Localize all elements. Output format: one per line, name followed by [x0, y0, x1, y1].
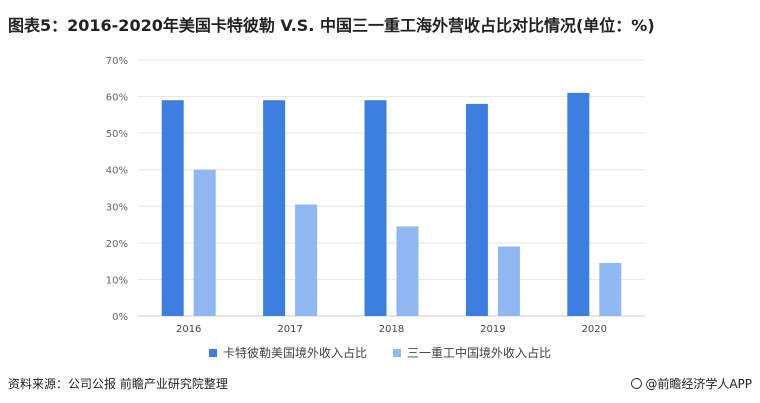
bar-series2-2016 — [193, 169, 216, 316]
legend: 卡特彼勒美国境外收入占比 三一重工中国境外收入占比 — [0, 344, 760, 361]
legend-swatch-series1 — [208, 348, 217, 357]
brand-text: @前瞻经济学人APP — [645, 377, 752, 391]
source-note: 资料来源：公司公报 前瞻产业研究院整理 — [8, 377, 228, 391]
bar-series2-2020 — [599, 262, 622, 316]
x-tick-label: 2016 — [176, 324, 201, 335]
y-tick-label: 60% — [106, 93, 128, 104]
y-tick-label: 40% — [106, 166, 128, 177]
y-tick-label: 70% — [106, 56, 128, 67]
bar-series1-2020 — [567, 92, 590, 317]
x-tick-label: 2019 — [480, 324, 505, 335]
bar-series1-2016 — [161, 100, 184, 316]
x-tick-label: 2020 — [582, 324, 607, 335]
legend-label-series1: 卡特彼勒美国境外收入占比 — [222, 346, 367, 360]
brand: @前瞻经济学人APP — [631, 375, 752, 392]
y-tick-label: 0% — [112, 312, 128, 323]
bar-series1-2018 — [364, 100, 387, 316]
brand-logo-icon — [631, 378, 643, 389]
bar-series2-2018 — [396, 226, 419, 316]
x-tick-label: 2017 — [277, 324, 302, 335]
bar-series2-2017 — [295, 204, 318, 316]
y-tick-label: 10% — [106, 275, 128, 286]
bar-series2-2019 — [497, 246, 520, 316]
y-tick-label: 30% — [106, 202, 128, 213]
legend-swatch-series2 — [393, 348, 401, 357]
y-tick-label: 20% — [106, 239, 128, 250]
legend-label-series2: 三一重工中国境外收入占比 — [407, 346, 552, 360]
y-tick-label: 50% — [106, 129, 128, 140]
legend-item-series2: 三一重工中国境外收入占比 — [393, 344, 551, 361]
chart-title: 图表5：2016-2020年美国卡特彼勒 V.S. 中国三一重工海外营收占比对比… — [8, 16, 655, 35]
legend-item-series1: 卡特彼勒美国境外收入占比 — [208, 344, 367, 361]
bar-chart: 0% 10% 20% 30% 40% 50% 60% 70% 2016 2017 2018 2019 2… — [106, 56, 645, 335]
bar-series1-2019 — [465, 103, 488, 316]
x-tick-label: 2018 — [379, 324, 404, 335]
bar-series1-2017 — [263, 100, 286, 316]
